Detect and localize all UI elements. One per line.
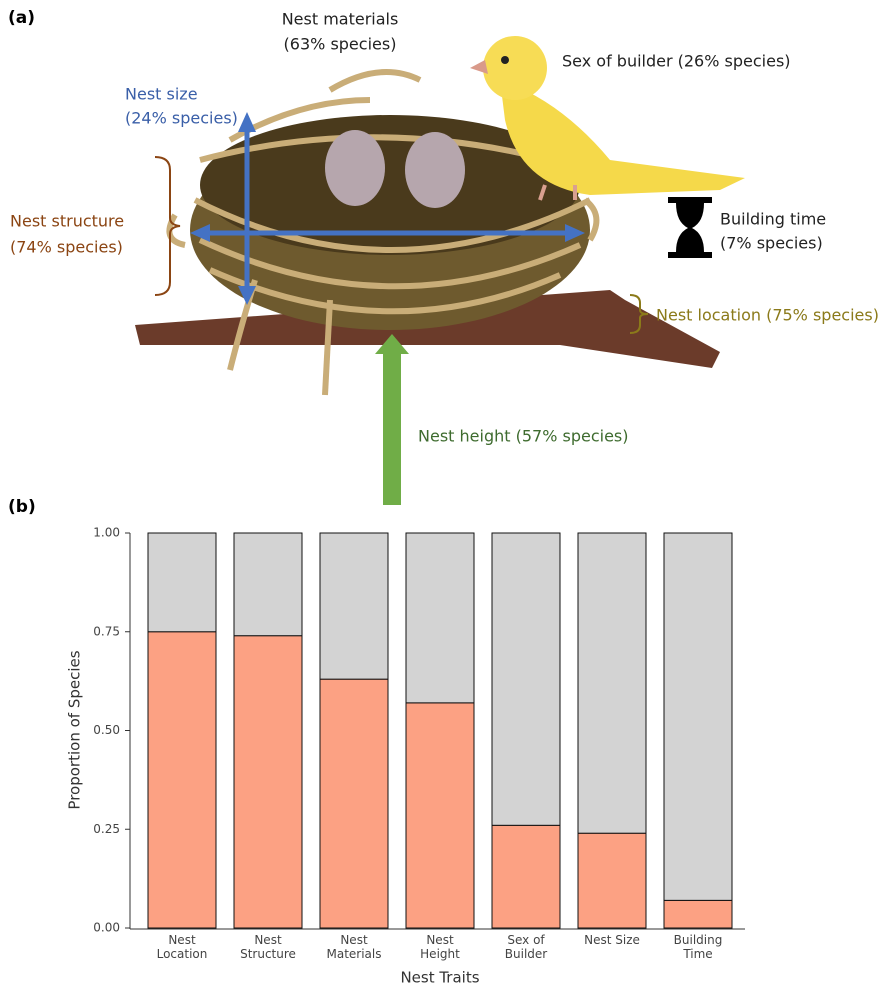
y-tick-label: 0.75	[93, 624, 120, 638]
bar-segment	[319, 532, 389, 680]
x-tick-label: Nest Location	[156, 933, 208, 961]
y-tick-label: 0.00	[93, 921, 120, 935]
x-tick-label: Nest Structure	[240, 933, 296, 961]
bar-segment	[491, 824, 561, 929]
label: Building time	[720, 210, 826, 229]
x-tick-label: Nest Materials	[326, 933, 382, 961]
label: Sex of builder (26% species)	[562, 52, 791, 71]
bar-segment	[233, 532, 303, 637]
label: Nest size	[125, 85, 198, 104]
label: Nest location (75% species)	[656, 306, 879, 325]
label: Nest height (57% species)	[418, 427, 628, 446]
label: (63% species)	[284, 35, 397, 54]
bar-segment	[663, 899, 733, 929]
label: (7% species)	[720, 234, 823, 253]
bar-segment	[491, 532, 561, 826]
label: (24% species)	[125, 109, 238, 128]
bar-segment	[233, 635, 303, 929]
bar-segment	[147, 532, 217, 633]
bar-segment	[577, 832, 647, 929]
y-tick-label: 1.00	[93, 526, 120, 540]
x-tick-label: Sex of Builder	[504, 933, 548, 961]
x-axis-title: Nest Traits	[400, 969, 479, 987]
panel-label: (b)	[8, 497, 36, 517]
bar-segment	[405, 702, 475, 929]
bar-segment	[577, 532, 647, 834]
label: Nest materials	[282, 10, 399, 29]
nest-illustration	[135, 36, 745, 396]
y-tick-label: 0.50	[93, 723, 120, 737]
label: (74% species)	[10, 238, 123, 257]
x-tick-label: Nest Height	[420, 933, 460, 961]
panel-label: (a)	[8, 8, 35, 28]
y-axis-title: Proportion of Species	[66, 650, 84, 809]
x-tick-label: Nest Size	[584, 933, 640, 947]
y-tick-label: 0.25	[93, 822, 120, 836]
arrows	[154, 112, 712, 505]
bar-segment	[147, 631, 217, 929]
x-tick-label: Building Time	[673, 933, 723, 961]
bar-segment	[405, 532, 475, 704]
bar-segment	[319, 678, 389, 929]
label: Nest structure	[10, 212, 124, 231]
bar-segment	[663, 532, 733, 901]
